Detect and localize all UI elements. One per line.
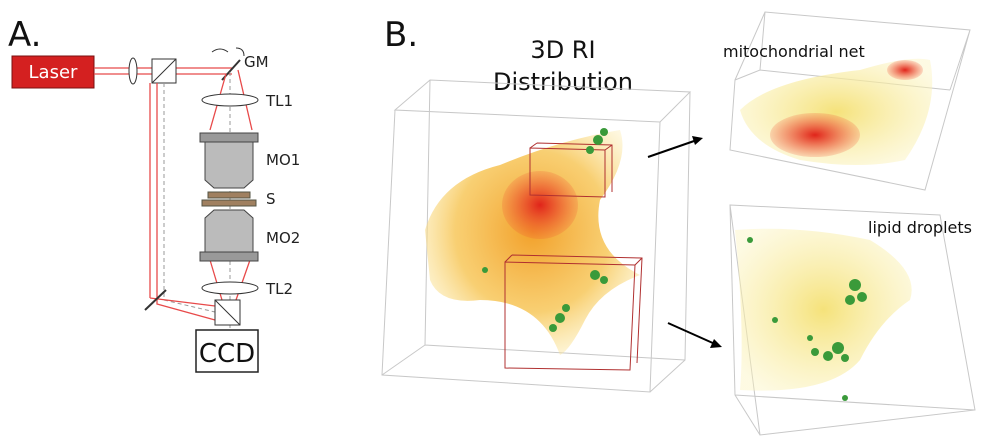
cell [425,130,640,355]
cell [735,229,912,391]
mitochondria [770,113,860,157]
mo1-label: MO1 [266,151,300,169]
mitochondria [887,60,923,80]
objective [205,210,253,252]
tl1-label: TL1 [265,92,293,110]
objective [205,142,253,188]
arrow [668,323,715,344]
lens [129,58,137,84]
mo2-label: MO2 [266,229,300,247]
lens [202,282,258,294]
arrow [648,140,697,157]
gm-label: GM [244,53,269,71]
panel-label: A. [8,15,41,55]
figure: A. Laser GM TL1 MO1 S MO2 TL2 CCD B. 3D … [0,0,987,439]
title-line: Distribution [493,68,633,96]
inset-label: lipid droplets [868,218,972,237]
tl2-label: TL2 [265,280,293,298]
title-line: 3D RI [530,36,595,64]
page-body: A. Laser GM TL1 MO1 S MO2 TL2 CCD B. 3D … [0,0,987,439]
arrowhead [692,136,703,145]
rotation-arrow [212,48,244,56]
panel-label: B. [384,15,418,55]
inset-label: mitochondrial net [723,42,865,61]
ccd-label: CCD [199,339,255,369]
objective [200,133,258,142]
objective [200,252,258,261]
sample [208,192,250,198]
laser-label: Laser [29,62,79,83]
page: Optical setup and 3D RI distribution {"p… [0,0,987,439]
lens [202,94,258,106]
sample [202,200,256,206]
s-label: S [266,190,276,208]
nucleus [502,171,578,239]
